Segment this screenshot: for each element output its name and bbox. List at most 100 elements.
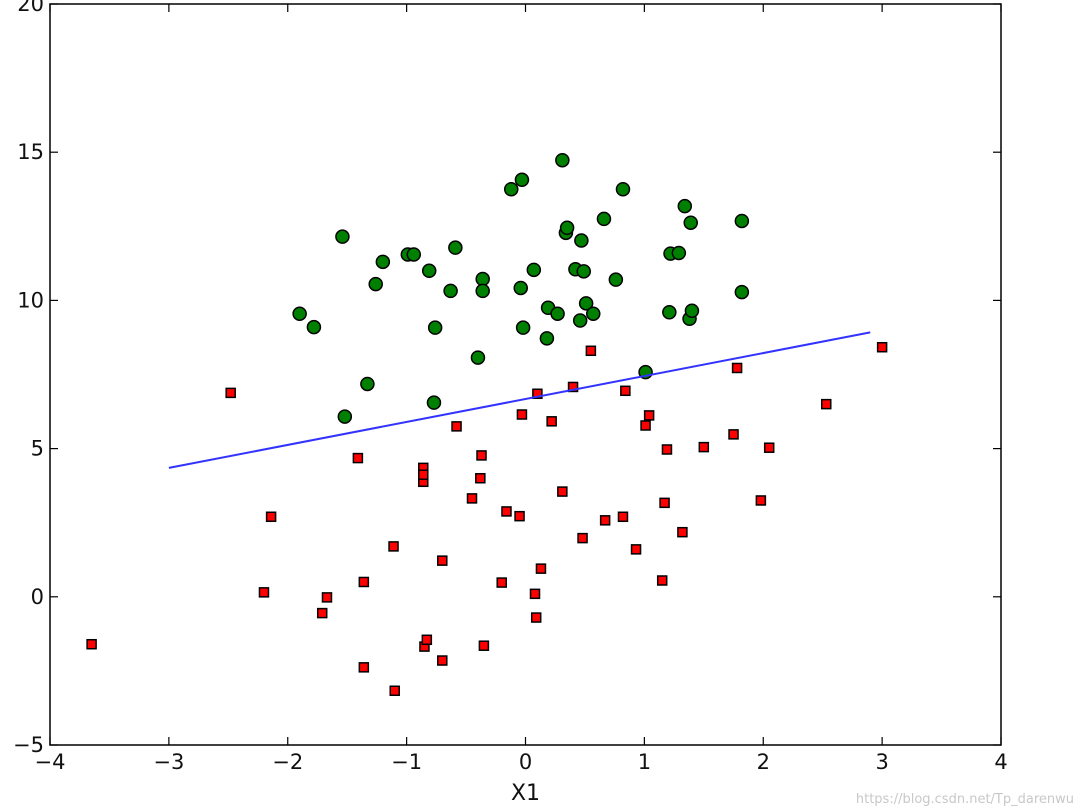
data-point-square xyxy=(876,341,888,353)
data-point-circle xyxy=(734,213,750,229)
data-point-circle xyxy=(555,152,570,168)
data-point-square xyxy=(501,506,512,517)
data-point-square xyxy=(358,662,370,673)
x-tick-label: −4 xyxy=(35,750,66,774)
data-point-square xyxy=(321,592,333,603)
data-point-circle xyxy=(360,376,375,392)
data-point-circle xyxy=(662,305,677,320)
data-point-square xyxy=(557,486,568,497)
data-point-circle xyxy=(684,303,700,319)
data-point-circle xyxy=(515,320,531,335)
data-point-circle xyxy=(596,211,612,227)
data-point-circle xyxy=(448,240,463,255)
x-tick-label: 1 xyxy=(638,750,651,774)
line-layer xyxy=(168,331,871,469)
data-point-square xyxy=(567,381,579,393)
data-point-square xyxy=(476,450,487,461)
x-tick-label: −3 xyxy=(153,750,184,774)
decision-boundary-line xyxy=(168,331,871,469)
data-point-square xyxy=(661,444,673,455)
data-point-circle xyxy=(443,283,458,299)
data-point-square xyxy=(421,634,433,646)
data-point-circle xyxy=(539,331,555,346)
y-tick-label: 20 xyxy=(17,0,44,16)
data-point-square xyxy=(656,575,668,586)
data-point-circle xyxy=(526,262,542,278)
data-point-circle xyxy=(615,182,631,197)
x-tick-label: 2 xyxy=(757,750,770,774)
y-tick-label: 0 xyxy=(31,585,44,609)
y-tick-label: 10 xyxy=(17,288,44,312)
data-point-circle xyxy=(306,319,322,335)
data-point-circle xyxy=(503,182,519,197)
data-point-circle xyxy=(683,215,698,230)
series-layer xyxy=(86,152,888,697)
data-point-square xyxy=(535,563,547,574)
data-point-square xyxy=(677,526,688,538)
data-point-square xyxy=(437,655,448,666)
data-point-square xyxy=(451,421,462,432)
data-point-square xyxy=(352,452,364,464)
data-point-circle xyxy=(292,306,307,321)
data-point-circle xyxy=(734,284,750,300)
data-point-square xyxy=(532,388,543,400)
series-circle xyxy=(292,152,750,424)
data-point-square xyxy=(630,544,642,555)
data-point-square xyxy=(225,387,236,399)
data-point-square xyxy=(821,398,832,410)
data-point-circle xyxy=(421,263,437,279)
data-point-square xyxy=(698,441,710,453)
data-point-square xyxy=(358,576,370,588)
data-point-square xyxy=(466,493,478,504)
data-point-circle xyxy=(572,313,588,328)
data-point-square xyxy=(530,612,542,623)
y-tick-label: 15 xyxy=(17,140,44,164)
data-point-square xyxy=(763,442,775,453)
data-point-circle xyxy=(513,280,528,296)
data-point-circle xyxy=(608,272,624,287)
data-point-square xyxy=(516,409,528,420)
x-axis-label: X1 xyxy=(511,781,540,806)
data-point-square xyxy=(478,640,490,651)
data-point-circle xyxy=(574,233,589,248)
data-point-circle xyxy=(375,254,391,270)
data-point-circle xyxy=(671,245,687,261)
data-point-square xyxy=(388,541,399,552)
data-point-square xyxy=(643,410,655,421)
axis-ticks xyxy=(49,3,1002,746)
data-point-square xyxy=(389,685,400,697)
data-point-circle xyxy=(475,283,490,299)
y-tick-labels: −5 0 5 10 15 20 xyxy=(13,0,44,757)
data-point-square xyxy=(418,469,429,480)
data-point-circle xyxy=(470,350,486,365)
y-tick-label: −5 xyxy=(13,733,44,757)
data-point-square xyxy=(529,588,541,600)
data-point-square xyxy=(585,345,597,357)
data-point-square xyxy=(617,511,629,523)
data-point-circle xyxy=(335,229,350,244)
data-point-circle xyxy=(426,395,442,410)
data-point-square xyxy=(755,495,767,506)
data-point-square xyxy=(514,510,525,522)
data-point-square xyxy=(728,429,739,440)
data-point-circle xyxy=(559,220,575,236)
data-point-circle xyxy=(514,172,530,188)
data-point-circle xyxy=(578,296,594,311)
data-point-square xyxy=(577,532,588,544)
x-tick-labels: −4 −3 −2 −1 0 1 2 3 4 xyxy=(35,750,1008,774)
data-point-square xyxy=(437,555,448,566)
x-tick-label: −1 xyxy=(391,750,422,774)
data-point-circle xyxy=(406,247,422,262)
data-point-square xyxy=(475,472,486,484)
x-tick-label: 3 xyxy=(875,750,888,774)
data-point-circle xyxy=(576,264,591,279)
data-point-circle xyxy=(550,306,565,321)
data-point-square xyxy=(258,587,270,598)
data-point-square xyxy=(86,638,97,650)
data-point-square xyxy=(731,362,743,374)
data-point-circle xyxy=(677,198,693,214)
data-point-square xyxy=(640,420,651,431)
axes-frame xyxy=(49,3,1002,746)
data-point-circle xyxy=(337,409,353,424)
